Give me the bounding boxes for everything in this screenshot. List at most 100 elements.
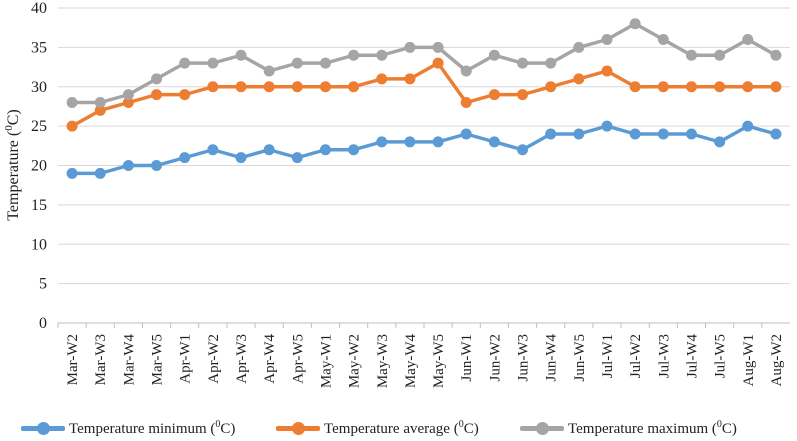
y-axis-title: Temperature (0C) [3, 109, 22, 220]
data-point [263, 81, 275, 93]
data-point [460, 97, 472, 108]
data-point [742, 34, 754, 45]
x-tick-label: May-W1 [318, 334, 334, 388]
data-point [319, 81, 331, 93]
data-point [517, 57, 529, 69]
data-point [151, 89, 163, 101]
data-point [432, 57, 444, 69]
x-tick-label: Jun-W5 [572, 334, 588, 382]
x-tick-label: Mar-W4 [121, 334, 137, 386]
data-point [376, 49, 388, 61]
y-axis-tick-labels: 0 5 10 15 20 25 30 35 40 [31, 0, 47, 332]
x-tick-label: Mar-W2 [65, 334, 81, 385]
data-point [94, 97, 106, 108]
data-point [770, 128, 782, 140]
data-point [319, 144, 331, 156]
data-point [601, 120, 613, 132]
x-tick-label: May-W3 [375, 334, 391, 388]
data-point [432, 136, 444, 148]
data-point [122, 89, 134, 101]
x-tick-label: May-W4 [403, 334, 419, 389]
data-point [432, 41, 444, 53]
x-tick-label: May-W2 [347, 334, 363, 388]
data-point [714, 49, 726, 61]
data-point [685, 49, 697, 61]
data-point [207, 144, 219, 156]
data-point [151, 160, 163, 171]
x-tick-label: Jul-W2 [628, 334, 644, 378]
data-point [545, 81, 557, 93]
y-tick-label: 40 [31, 0, 47, 17]
series-line [70, 61, 778, 128]
series-minimum [66, 120, 782, 179]
x-tick-label: Aug-W2 [769, 334, 785, 387]
gridlines [58, 7, 790, 324]
legend-swatch-minimum [21, 421, 65, 435]
x-tick-label: Jun-W1 [459, 334, 475, 382]
y-tick-label: 5 [39, 276, 47, 293]
data-point [714, 136, 726, 148]
data-point [66, 120, 78, 132]
x-tick-label: Apr-W1 [178, 334, 194, 384]
x-tick-label: May-W5 [431, 334, 447, 388]
data-point [235, 49, 247, 61]
data-point [629, 18, 641, 30]
y-tick-label: 25 [31, 118, 47, 135]
data-point [263, 144, 275, 156]
x-tick-label: Jul-W1 [600, 334, 616, 378]
data-point [263, 65, 275, 77]
x-tick-label: Jun-W3 [516, 334, 532, 382]
data-point [629, 81, 641, 93]
x-tick-label: Apr-W5 [290, 334, 306, 384]
data-point [545, 128, 557, 140]
data-point [573, 128, 585, 140]
data-point [179, 152, 191, 164]
x-tick-label: Mar-W5 [150, 334, 166, 385]
data-point [545, 57, 557, 69]
legend-label-maximum: Temperature maximum (0C) [568, 418, 737, 437]
x-tick-label: Jul-W5 [713, 334, 729, 378]
data-point [742, 81, 754, 93]
data-point [376, 73, 388, 85]
data-point [517, 144, 529, 156]
legend: Temperature minimum (0C) Temperature ave… [0, 415, 797, 441]
x-tick-label: Apr-W3 [234, 334, 250, 384]
data-point [714, 81, 726, 93]
data-point [179, 89, 191, 101]
x-tick-label: Jun-W2 [487, 334, 503, 382]
data-point [629, 128, 641, 140]
data-point [122, 160, 134, 171]
y-tick-label: 10 [31, 236, 47, 253]
data-point [376, 136, 388, 148]
legend-item-average: Temperature average (0C) [276, 415, 479, 441]
x-tick-label: Jul-W4 [684, 334, 700, 379]
data-point [685, 81, 697, 93]
data-point [235, 81, 247, 93]
data-point [488, 89, 500, 101]
legend-label-minimum: Temperature minimum (0C) [69, 418, 236, 437]
data-point [488, 49, 500, 61]
series-line [70, 124, 778, 176]
data-point [66, 167, 78, 179]
legend-swatch-maximum [520, 421, 564, 435]
data-point [685, 128, 697, 140]
data-point [657, 81, 669, 93]
legend-item-minimum: Temperature minimum (0C) [21, 415, 235, 441]
data-point [460, 128, 472, 140]
data-point [517, 89, 529, 101]
x-axis-tick-labels: Mar-W2 Mar-W3 Mar-W4 Mar-W5 Apr-W1 Apr-W2 Apr-… [57, 323, 785, 389]
series-average [66, 57, 782, 132]
data-point [291, 57, 303, 69]
data-point [573, 73, 585, 85]
data-point [404, 136, 416, 148]
data-point [122, 97, 134, 108]
data-point [179, 57, 191, 69]
y-tick-label: 15 [31, 197, 47, 214]
data-point [742, 120, 754, 132]
data-point [291, 152, 303, 164]
series-maximum [66, 18, 782, 108]
legend-item-maximum: Temperature maximum (0C) [520, 415, 737, 441]
data-point [94, 104, 106, 116]
data-point [291, 81, 303, 93]
data-point [348, 144, 360, 156]
